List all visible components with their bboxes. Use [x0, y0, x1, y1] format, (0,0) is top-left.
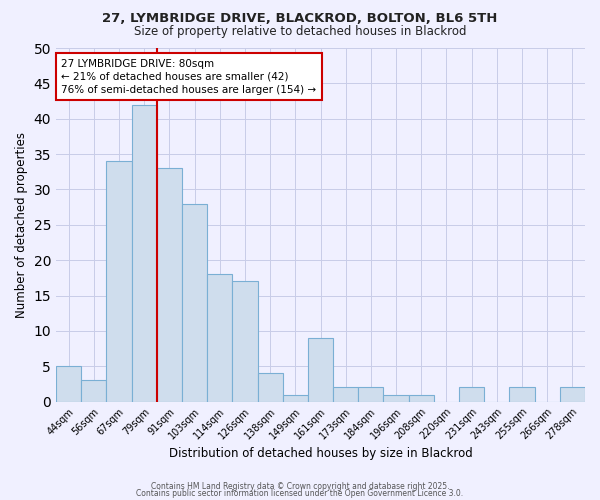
Bar: [182, 204, 207, 402]
Bar: [409, 394, 434, 402]
Bar: [459, 388, 484, 402]
Bar: [383, 394, 409, 402]
Bar: [333, 388, 358, 402]
Bar: [308, 338, 333, 402]
Bar: [131, 104, 157, 402]
Bar: [560, 388, 585, 402]
Bar: [358, 388, 383, 402]
Bar: [56, 366, 81, 402]
X-axis label: Distribution of detached houses by size in Blackrod: Distribution of detached houses by size …: [169, 447, 472, 460]
Text: 27, LYMBRIDGE DRIVE, BLACKROD, BOLTON, BL6 5TH: 27, LYMBRIDGE DRIVE, BLACKROD, BOLTON, B…: [103, 12, 497, 26]
Bar: [106, 161, 131, 402]
Text: Size of property relative to detached houses in Blackrod: Size of property relative to detached ho…: [134, 25, 466, 38]
Text: Contains HM Land Registry data © Crown copyright and database right 2025.: Contains HM Land Registry data © Crown c…: [151, 482, 449, 491]
Bar: [207, 274, 232, 402]
Text: 27 LYMBRIDGE DRIVE: 80sqm
← 21% of detached houses are smaller (42)
76% of semi-: 27 LYMBRIDGE DRIVE: 80sqm ← 21% of detac…: [61, 58, 316, 95]
Bar: [157, 168, 182, 402]
Bar: [81, 380, 106, 402]
Y-axis label: Number of detached properties: Number of detached properties: [15, 132, 28, 318]
Bar: [283, 394, 308, 402]
Bar: [509, 388, 535, 402]
Text: Contains public sector information licensed under the Open Government Licence 3.: Contains public sector information licen…: [136, 489, 464, 498]
Bar: [232, 282, 257, 402]
Bar: [257, 374, 283, 402]
